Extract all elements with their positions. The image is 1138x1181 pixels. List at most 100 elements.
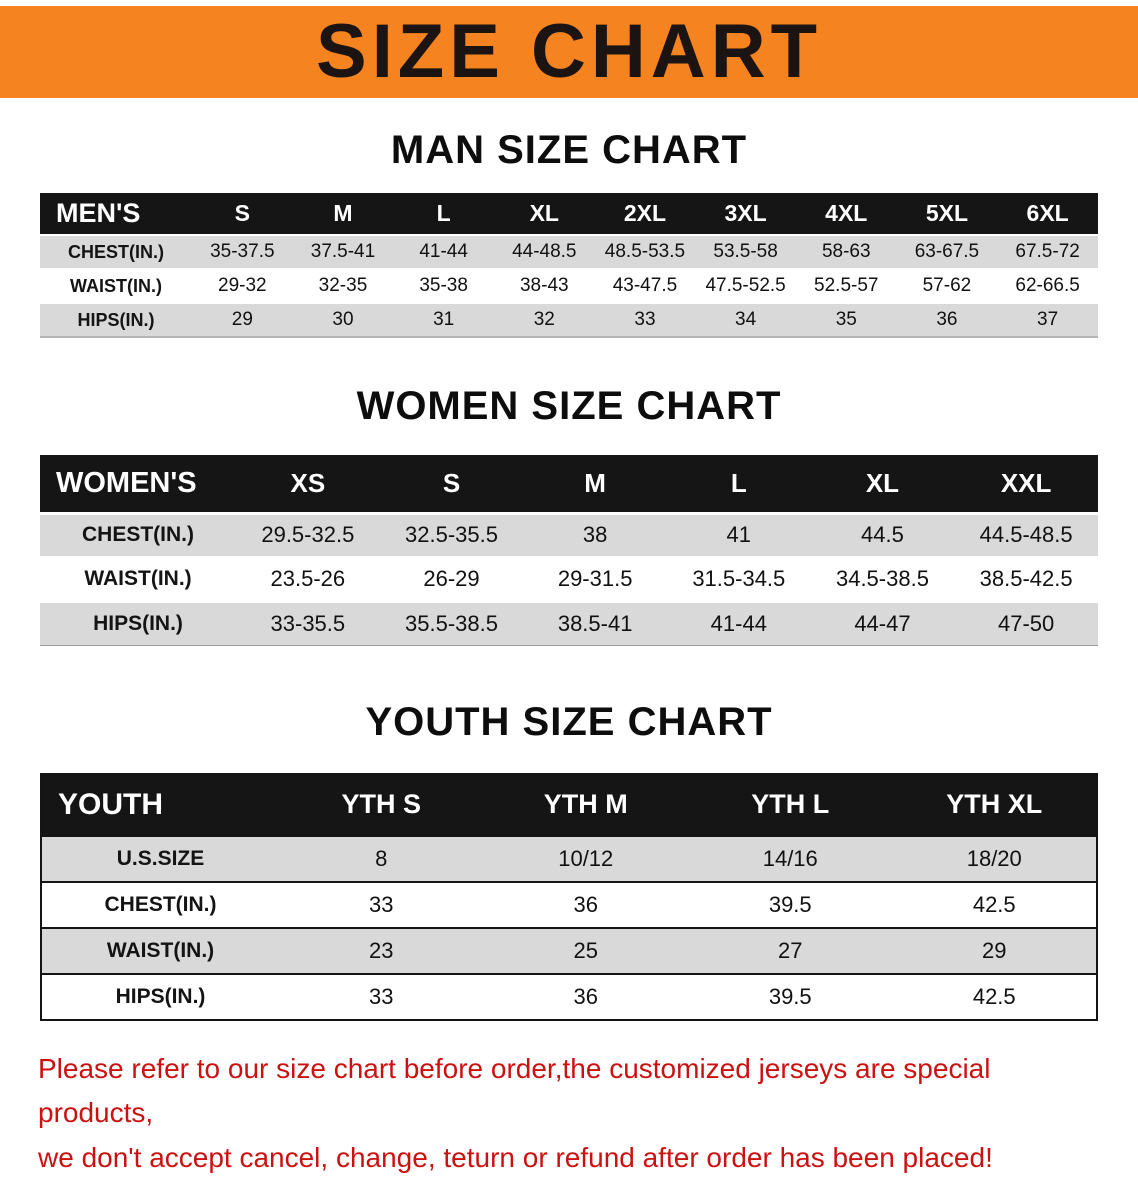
size-value-cell: 37.5-41	[310, 241, 376, 262]
column-header: M	[523, 455, 667, 513]
column-header: YTH S	[279, 773, 484, 836]
size-value-cell: 29.5-32.5	[261, 522, 355, 547]
size-value-cell: 36	[573, 983, 598, 1009]
size-value-cell: 44.5-48.5	[979, 522, 1073, 547]
size-value-cell: 23	[369, 937, 394, 963]
table-row: CHEST(IN.) 35-37.5 37.5-41 41-44 44-48.5 48.5…	[40, 235, 1098, 269]
size-value-cell: 36	[936, 309, 958, 330]
table-row: CHEST(IN.) 29.5-32.5 32.5-35.5 38 41 44.5 44.5…	[40, 513, 1098, 557]
size-value-cell: 39.5	[768, 983, 812, 1009]
mens-section-heading: MAN SIZE CHART	[390, 128, 748, 172]
table-row: HIPS(IN.) 33 36 39.5 42.5	[41, 973, 1097, 1020]
size-value-cell: 67.5-72	[1015, 241, 1080, 262]
column-header: L	[666, 455, 811, 513]
size-value-cell: 14/16	[762, 845, 818, 871]
row-label: WAIST(IN.)	[84, 567, 192, 590]
size-value-cell: 29-31.5	[557, 566, 633, 591]
size-value-cell: 33-35.5	[270, 610, 346, 636]
size-value-cell: 33	[369, 983, 394, 1009]
column-header: 4XL	[795, 193, 897, 235]
header-row: WOMEN'S XS S M L XL XXL	[40, 455, 1098, 513]
size-value-cell: 62-66.5	[1015, 275, 1080, 296]
size-value-cell: 44.5	[861, 522, 904, 547]
size-value-cell: 52.5-57	[814, 275, 879, 296]
size-value-cell: 35-38	[419, 275, 468, 296]
size-value-cell: 36	[573, 891, 598, 917]
column-header: S	[192, 193, 293, 235]
size-value-cell: 39.5	[768, 891, 812, 917]
column-header: 6XL	[997, 193, 1098, 235]
disclaimer-line-1: Please refer to our size chart before or…	[38, 1052, 991, 1129]
banner: SIZE CHART	[0, 6, 1138, 98]
table-row: WAIST(IN.) 23 25 27 29	[41, 927, 1097, 974]
disclaimer: Please refer to our size chart before or…	[38, 1047, 1100, 1181]
column-header: YTH XL	[892, 773, 1097, 836]
size-value-cell: 43-47.5	[612, 275, 678, 296]
mens-size-table: MEN'S S M L XL 2XL 3XL 4XL 5XL 6XL CHEST(IN.) 35-37…	[40, 193, 1098, 338]
size-value-cell: 32	[533, 309, 555, 330]
size-value-cell: 31.5-34.5	[692, 566, 786, 591]
size-value-cell: 32.5-35.5	[405, 522, 498, 547]
size-value-cell: 47-50	[998, 610, 1055, 636]
table-title-cell: MEN'S	[40, 193, 192, 235]
column-header: YTH M	[483, 773, 688, 836]
size-value-cell: 18/20	[966, 845, 1022, 871]
size-value-cell: 27	[778, 937, 803, 963]
size-value-cell: 10/12	[558, 845, 614, 871]
size-value-cell: 8	[375, 845, 388, 871]
page-title: SIZE CHART	[316, 9, 822, 94]
size-value-cell: 42.5	[972, 983, 1016, 1009]
size-value-cell: 29	[231, 309, 253, 330]
header-row: YOUTH YTH S YTH M YTH L YTH XL	[41, 773, 1097, 836]
youth-section-heading: YOUTH SIZE CHART	[365, 699, 773, 744]
youth-size-table: YOUTH YTH S YTH M YTH L YTH XL U.S.SIZE 8 10/12…	[40, 772, 1098, 1021]
row-label: WAIST(IN.)	[70, 275, 162, 296]
size-chart-page: SIZE CHART MAN SIZE CHART MEN'S S M L XL 2XL 3…	[0, 6, 1138, 1181]
size-value-cell: 44-47	[854, 610, 911, 636]
size-value-cell: 44-48.5	[512, 241, 577, 262]
column-header: M	[292, 193, 394, 235]
row-label: HIPS(IN.)	[93, 611, 183, 635]
size-value-cell: 35-37.5	[210, 241, 275, 262]
table-row: CHEST(IN.) 33 36 39.5 42.5	[41, 881, 1097, 928]
table-row: WAIST(IN.) 23.5-26 26-29 29-31.5 31.5-34.5 34…	[40, 557, 1098, 601]
size-value-cell: 41	[726, 522, 752, 547]
size-value-cell: 37	[1037, 309, 1059, 330]
row-label: CHEST(IN.)	[68, 241, 164, 262]
table-row: WAIST(IN.) 29-32 32-35 35-38 38-43 43-47.5 47.…	[40, 269, 1098, 303]
size-value-cell: 38-43	[519, 275, 569, 296]
row-label: CHEST(IN.)	[82, 523, 194, 546]
size-value-cell: 30	[332, 309, 354, 330]
size-value-cell: 63-67.5	[914, 241, 980, 262]
column-header: S	[379, 455, 524, 513]
womens-size-table: WOMEN'S XS S M L XL XXL CHEST(IN.) 29.5-32.5 32.5…	[40, 455, 1098, 646]
table-row: HIPS(IN.) 33-35.5 35.5-38.5 38.5-41 41-44 44-…	[40, 601, 1098, 645]
size-value-cell: 57-62	[922, 275, 972, 296]
womens-section: WOMEN SIZE CHART WOMEN'S XS S M L XL XXL CHEST(…	[0, 384, 1138, 646]
row-label: HIPS(IN.)	[77, 309, 155, 330]
column-header: 5XL	[896, 193, 998, 235]
column-header: XXL	[954, 455, 1098, 513]
table-row: HIPS(IN.) 29 30 31 32 33 34 35 36 37	[40, 303, 1098, 337]
size-value-cell: 33	[369, 891, 394, 917]
size-value-cell: 33	[634, 309, 656, 330]
youth-section: YOUTH SIZE CHART YOUTH YTH S YTH M YTH L YTH…	[0, 700, 1138, 1021]
size-value-cell: 58-63	[821, 241, 871, 262]
column-header: 2XL	[594, 193, 696, 235]
size-value-cell: 32-35	[318, 275, 368, 296]
size-value-cell: 34	[735, 309, 757, 330]
size-value-cell: 53.5-58	[713, 241, 778, 262]
size-value-cell: 35.5-38.5	[405, 610, 498, 636]
womens-section-heading: WOMEN SIZE CHART	[356, 384, 782, 428]
size-value-cell: 35	[835, 309, 857, 330]
row-label: WAIST(IN.)	[106, 938, 215, 962]
table-title-cell: YOUTH	[41, 773, 279, 836]
size-value-cell: 23.5-26	[270, 566, 346, 591]
size-value-cell: 48.5-53.5	[604, 241, 686, 262]
size-value-cell: 42.5	[972, 891, 1016, 917]
size-value-cell: 38.5-41	[557, 610, 633, 636]
column-header: L	[393, 193, 494, 235]
size-value-cell: 34.5-38.5	[835, 566, 929, 591]
column-header: XL	[493, 193, 595, 235]
column-header: YTH L	[688, 773, 893, 836]
